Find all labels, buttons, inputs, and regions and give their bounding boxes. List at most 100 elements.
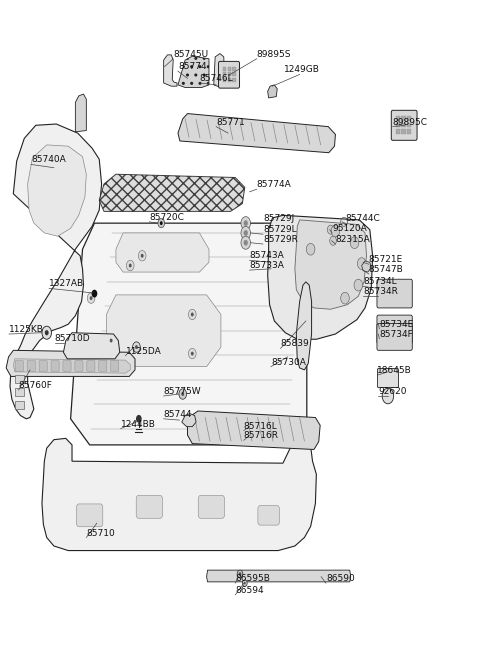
Text: 1125KB: 1125KB [9, 325, 44, 334]
Circle shape [241, 217, 251, 230]
Circle shape [181, 392, 184, 396]
Text: 85733A: 85733A [250, 261, 285, 270]
FancyBboxPatch shape [15, 361, 24, 371]
Circle shape [135, 345, 138, 349]
FancyBboxPatch shape [99, 361, 107, 371]
Text: 85729R: 85729R [263, 235, 298, 244]
Bar [232, 67, 236, 71]
Bar [228, 73, 231, 77]
Circle shape [306, 244, 315, 255]
FancyBboxPatch shape [198, 495, 225, 518]
Text: 86594: 86594 [235, 586, 264, 595]
Polygon shape [295, 220, 366, 309]
Circle shape [350, 237, 359, 249]
Bar [223, 67, 226, 71]
FancyBboxPatch shape [39, 361, 47, 371]
Text: 85760F: 85760F [19, 381, 52, 390]
Bar [407, 122, 411, 127]
Text: 1244BB: 1244BB [120, 420, 156, 428]
FancyBboxPatch shape [258, 506, 279, 525]
Circle shape [108, 335, 115, 346]
Polygon shape [71, 223, 307, 445]
Text: 95120A: 95120A [332, 224, 367, 233]
Text: 82315A: 82315A [336, 235, 370, 244]
Circle shape [341, 292, 349, 304]
Bar [232, 73, 236, 77]
Circle shape [244, 221, 248, 226]
Text: 85839: 85839 [281, 339, 309, 348]
Bar [407, 129, 411, 134]
Text: 85721E: 85721E [369, 255, 403, 264]
Text: 85743A: 85743A [250, 252, 284, 260]
Circle shape [241, 227, 251, 240]
Bar [223, 79, 226, 83]
Polygon shape [10, 124, 102, 419]
Text: 85740A: 85740A [31, 155, 66, 164]
Text: 85774A: 85774A [257, 180, 291, 189]
Circle shape [160, 221, 163, 225]
Polygon shape [362, 261, 371, 272]
Polygon shape [188, 411, 320, 449]
Circle shape [237, 570, 243, 578]
Polygon shape [178, 56, 209, 88]
Circle shape [242, 580, 247, 586]
Circle shape [42, 326, 51, 339]
Polygon shape [296, 282, 312, 370]
Circle shape [189, 348, 196, 359]
Circle shape [382, 388, 394, 404]
Polygon shape [182, 413, 196, 426]
Polygon shape [63, 333, 120, 359]
Text: 85729J: 85729J [263, 214, 294, 223]
Polygon shape [13, 359, 130, 373]
Text: 85744: 85744 [164, 410, 192, 419]
Bar [396, 122, 400, 127]
Circle shape [191, 352, 194, 356]
Bar [228, 79, 231, 83]
Text: 85745U: 85745U [173, 50, 208, 59]
FancyBboxPatch shape [391, 110, 417, 140]
Circle shape [110, 339, 113, 343]
Text: 85730A: 85730A [271, 358, 306, 367]
FancyBboxPatch shape [377, 324, 412, 350]
Text: 85734R: 85734R [363, 287, 398, 296]
Text: 85746L: 85746L [199, 74, 233, 83]
Circle shape [179, 389, 187, 400]
Circle shape [132, 342, 140, 352]
Polygon shape [214, 54, 225, 88]
Bar [401, 116, 406, 121]
Circle shape [239, 572, 241, 576]
Polygon shape [268, 85, 277, 98]
Polygon shape [15, 375, 24, 383]
Text: 92620: 92620 [378, 387, 407, 396]
FancyBboxPatch shape [51, 361, 59, 371]
Circle shape [330, 236, 336, 246]
Polygon shape [15, 388, 24, 396]
FancyBboxPatch shape [27, 361, 35, 371]
Bar [228, 67, 231, 71]
Circle shape [358, 257, 366, 269]
FancyBboxPatch shape [377, 279, 412, 308]
Text: 85775W: 85775W [164, 387, 201, 396]
Text: 85716R: 85716R [244, 432, 279, 440]
Circle shape [90, 296, 93, 300]
Bar [223, 73, 226, 77]
Polygon shape [268, 215, 372, 339]
Circle shape [129, 263, 132, 267]
FancyBboxPatch shape [76, 504, 103, 527]
Circle shape [241, 236, 251, 250]
Polygon shape [107, 295, 221, 367]
Circle shape [244, 582, 246, 584]
Polygon shape [206, 570, 351, 582]
Circle shape [331, 225, 340, 237]
Text: 86590: 86590 [326, 574, 355, 583]
Text: 85734L: 85734L [363, 278, 397, 286]
Bar [396, 116, 400, 121]
Bar [407, 116, 411, 121]
Circle shape [244, 240, 248, 246]
FancyBboxPatch shape [75, 361, 83, 371]
Text: 89895C: 89895C [393, 118, 428, 126]
Polygon shape [6, 350, 135, 377]
Text: 85710: 85710 [86, 529, 115, 538]
Circle shape [126, 260, 134, 271]
Bar [401, 129, 406, 134]
